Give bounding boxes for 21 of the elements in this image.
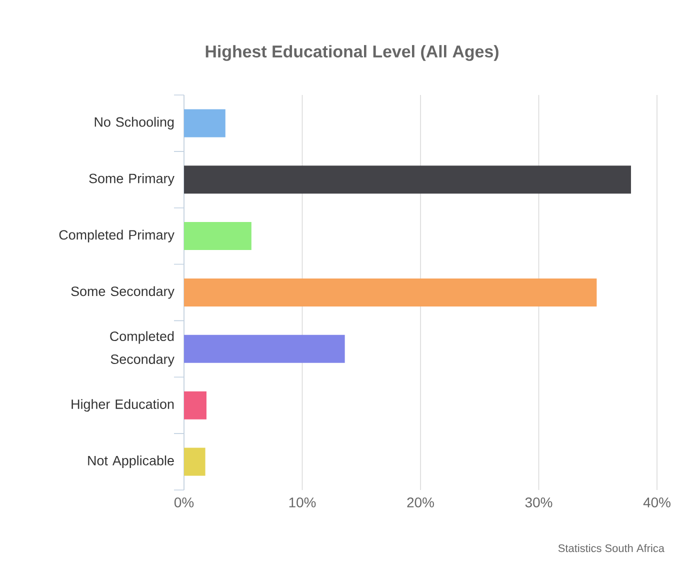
y-tick-label: Some Primary bbox=[89, 173, 174, 186]
x-tick-label: 10% bbox=[289, 497, 316, 508]
bar bbox=[184, 109, 226, 138]
x-tick-label: 40% bbox=[643, 497, 670, 508]
x-tick-label: 20% bbox=[407, 497, 434, 508]
bar bbox=[184, 334, 345, 363]
y-tick-label: Higher Education bbox=[72, 399, 174, 412]
bar bbox=[184, 448, 206, 476]
y-tick-label: Completed Secondary bbox=[110, 331, 174, 367]
y-tick-label: Not Applicable bbox=[88, 456, 174, 468]
x-tick-label: 30% bbox=[525, 497, 552, 508]
y-tick-label: No Schooling bbox=[94, 116, 174, 130]
bar bbox=[184, 278, 597, 306]
x-tick-label: 0% bbox=[174, 497, 194, 508]
chart-title: Highest Educational Level (All Ages) bbox=[206, 45, 498, 61]
text: Statistics South Africa bbox=[558, 544, 664, 552]
y-tick-label: Completed Primary bbox=[59, 230, 174, 242]
bar bbox=[184, 222, 252, 250]
bar bbox=[184, 166, 631, 194]
y-tick-label: Some Secondary bbox=[71, 286, 174, 299]
bar bbox=[184, 391, 206, 420]
